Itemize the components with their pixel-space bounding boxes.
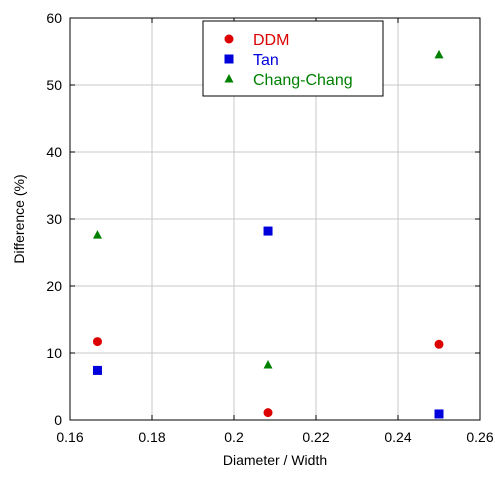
legend-label-ddm: DDM	[253, 32, 289, 49]
x-tick-label: 0.26	[466, 429, 493, 445]
x-tick-label: 0.16	[56, 429, 83, 445]
legend-label-chang-chang: Chang-Chang	[253, 72, 353, 89]
data-points	[92, 49, 444, 419]
x-axis-label: Diameter / Width	[223, 452, 327, 468]
x-tick-label: 0.2	[224, 429, 244, 445]
ddm-point	[434, 339, 444, 349]
y-tick-label: 40	[46, 144, 62, 160]
y-axis-label: Difference (%)	[11, 174, 27, 263]
chang-chang-point	[434, 49, 444, 59]
legend: DDM Tan Chang-Chang	[202, 20, 384, 97]
tan-point	[434, 409, 444, 419]
legend-label-tan: Tan	[253, 52, 279, 69]
ddm-point	[92, 337, 102, 347]
y-tick-label: 50	[46, 77, 62, 93]
y-tick-label: 10	[46, 345, 62, 361]
y-tick-label: 30	[46, 211, 62, 227]
tan-point	[263, 226, 273, 236]
legend-marker-tan	[224, 54, 234, 64]
tan-point	[92, 365, 102, 375]
chang-chang-point	[92, 230, 102, 239]
chang-chang-point	[263, 360, 273, 369]
x-tick-label: 0.22	[302, 429, 329, 445]
ddm-point	[263, 408, 273, 418]
y-tick-label: 0	[54, 412, 62, 428]
x-tick-label: 0.24	[384, 429, 411, 445]
y-tick-label: 20	[46, 278, 62, 294]
legend-marker-chang-chang	[224, 74, 234, 83]
x-tick-label: 0.18	[138, 429, 165, 445]
y-tick-label: 60	[46, 10, 62, 26]
legend-marker-ddm	[224, 34, 234, 44]
